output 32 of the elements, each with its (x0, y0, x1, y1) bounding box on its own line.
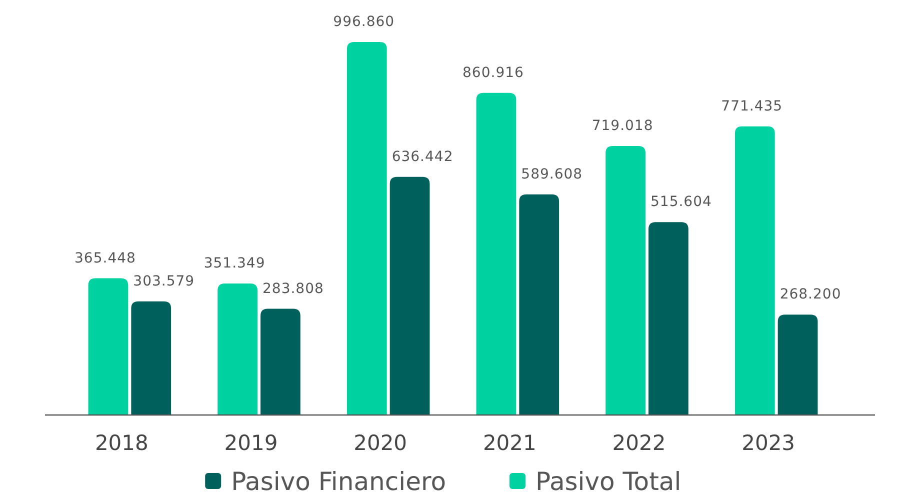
data-label: 351.349 (204, 256, 266, 272)
bar (519, 194, 560, 415)
bar (734, 126, 775, 415)
x-tick-label: 2018 (94, 431, 148, 455)
bar (218, 284, 258, 415)
x-tick-label: 2023 (742, 431, 796, 455)
data-label: 515.604 (650, 194, 712, 210)
x-tick-label: 2020 (354, 431, 408, 455)
bar (131, 301, 172, 415)
data-label: 303.579 (133, 273, 195, 290)
bar (778, 314, 818, 415)
data-label: 860.916 (462, 64, 524, 81)
bar (648, 222, 688, 415)
x-tick-label: 2022 (612, 431, 666, 455)
bar (476, 92, 516, 415)
data-label: 771.435 (721, 98, 783, 114)
data-label: 719.018 (592, 118, 654, 134)
data-label: 636.442 (392, 148, 454, 165)
data-label: 268.200 (780, 286, 842, 303)
data-label: 996.860 (333, 14, 395, 30)
x-tick-label: 2021 (482, 431, 536, 455)
bar (346, 42, 387, 415)
legend-label: Pasivo Financiero (231, 467, 446, 495)
data-label: 365.448 (74, 250, 136, 266)
legend-label: Pasivo Total (536, 467, 682, 495)
x-tick-label: 2019 (224, 431, 278, 455)
bar (88, 278, 128, 415)
data-label: 589.608 (521, 166, 583, 182)
bar (606, 146, 646, 415)
bar (260, 308, 300, 415)
data-label: 283.808 (262, 280, 324, 297)
bar (390, 176, 430, 415)
